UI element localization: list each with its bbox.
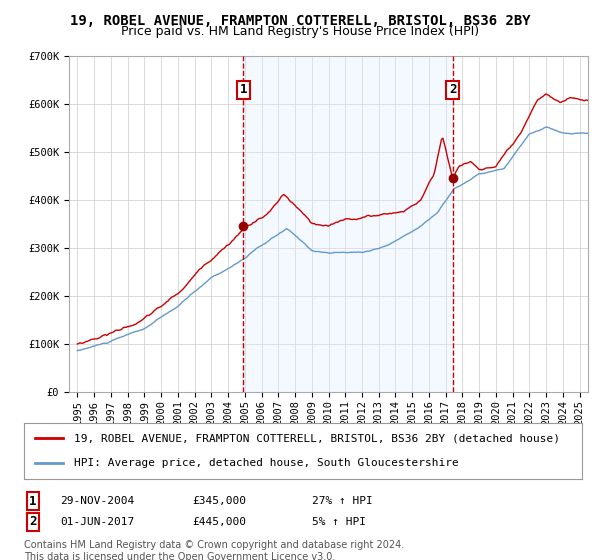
- Text: 01-JUN-2017: 01-JUN-2017: [60, 517, 134, 527]
- Text: 5% ↑ HPI: 5% ↑ HPI: [312, 517, 366, 527]
- Text: 29-NOV-2004: 29-NOV-2004: [60, 496, 134, 506]
- Text: Price paid vs. HM Land Registry's House Price Index (HPI): Price paid vs. HM Land Registry's House …: [121, 25, 479, 38]
- Text: £445,000: £445,000: [192, 517, 246, 527]
- Text: Contains HM Land Registry data © Crown copyright and database right 2024.
This d: Contains HM Land Registry data © Crown c…: [24, 540, 404, 560]
- Text: 27% ↑ HPI: 27% ↑ HPI: [312, 496, 373, 506]
- Text: HPI: Average price, detached house, South Gloucestershire: HPI: Average price, detached house, Sout…: [74, 458, 459, 468]
- Bar: [243, 56, 453, 392]
- Text: £345,000: £345,000: [192, 496, 246, 506]
- Text: 19, ROBEL AVENUE, FRAMPTON COTTERELL, BRISTOL, BS36 2BY: 19, ROBEL AVENUE, FRAMPTON COTTERELL, BR…: [70, 14, 530, 28]
- Text: 1: 1: [29, 494, 37, 508]
- Text: 1: 1: [239, 83, 247, 96]
- Text: 19, ROBEL AVENUE, FRAMPTON COTTERELL, BRISTOL, BS36 2BY (detached house): 19, ROBEL AVENUE, FRAMPTON COTTERELL, BR…: [74, 433, 560, 444]
- Text: 2: 2: [29, 515, 37, 529]
- Text: 2: 2: [449, 83, 457, 96]
